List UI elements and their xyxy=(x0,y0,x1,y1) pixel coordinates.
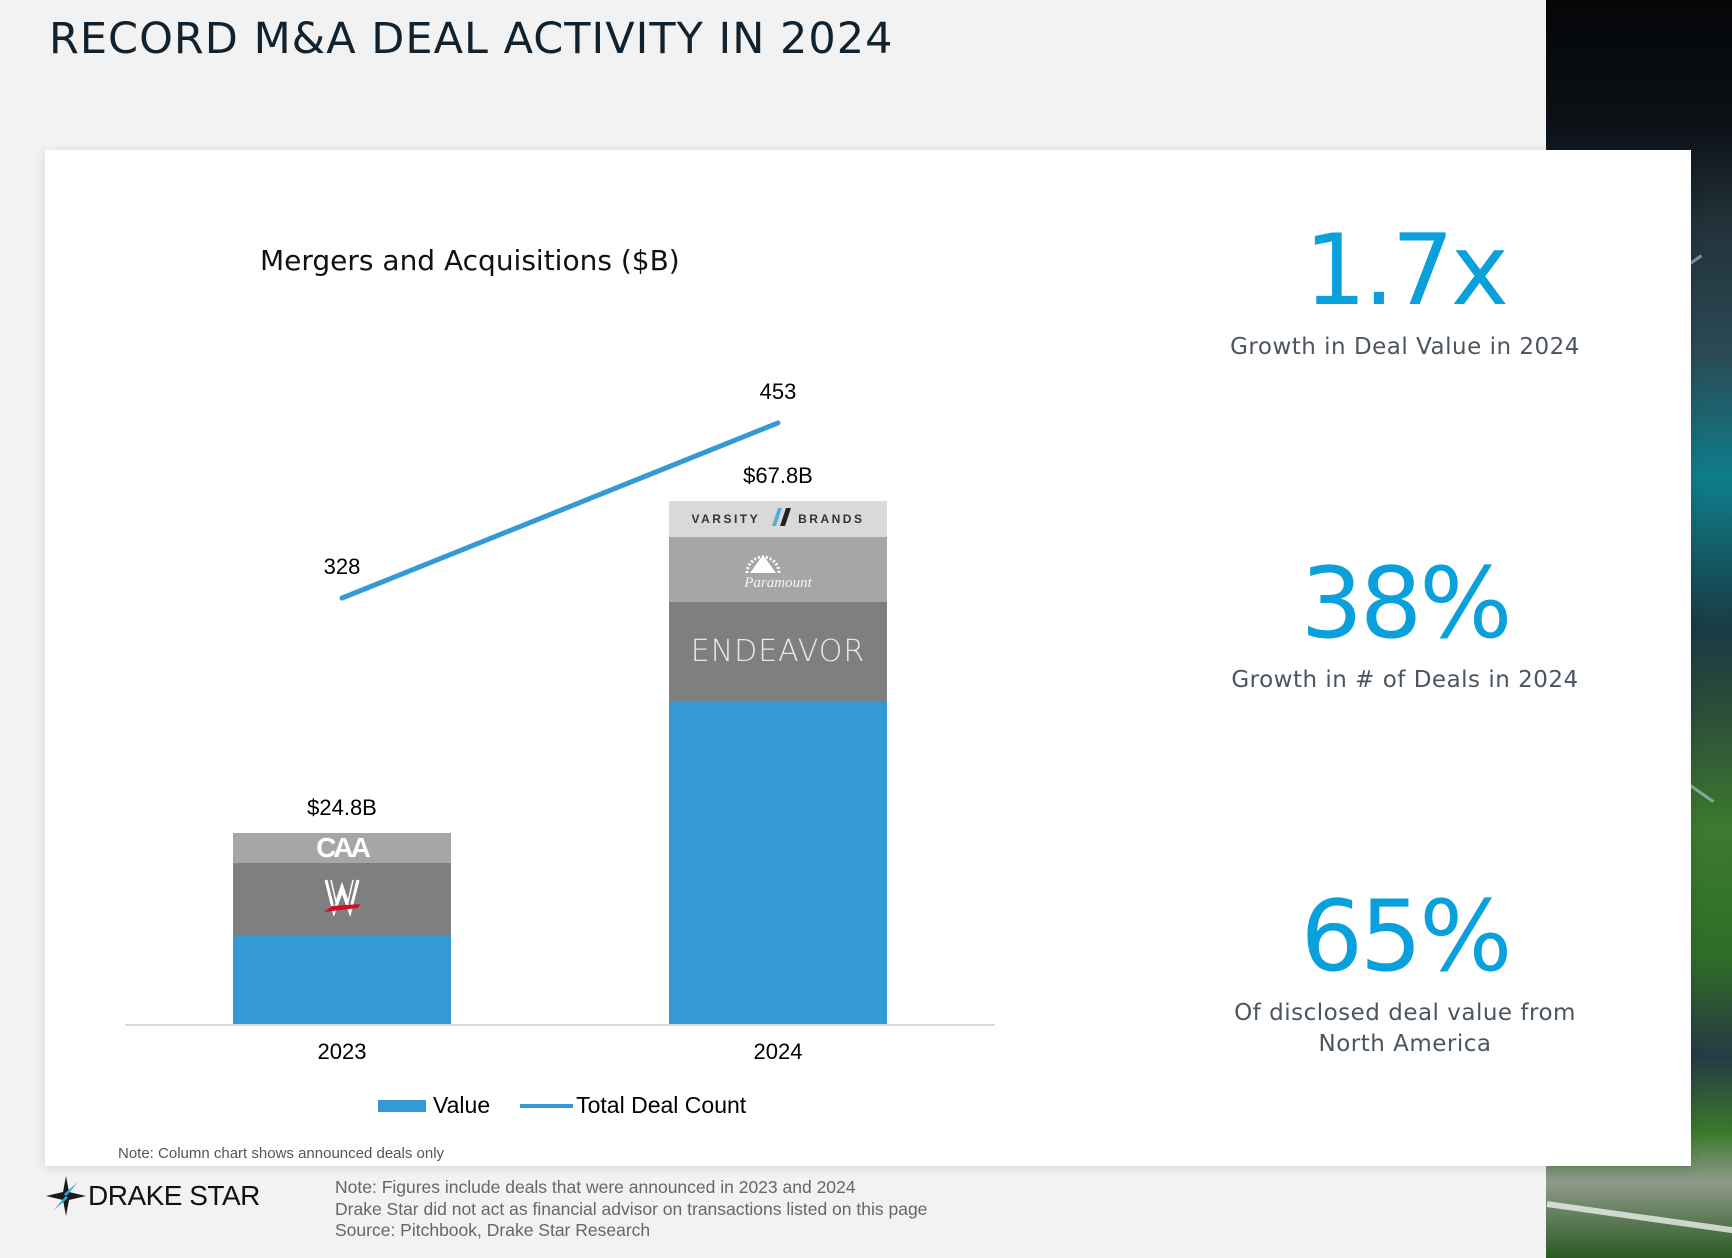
logo-text: DRAKE STAR xyxy=(88,1180,260,1211)
endeavor-logo: ENDEAVOR xyxy=(690,634,866,670)
legend-label-value: Value xyxy=(433,1092,491,1118)
stat-value: 1.7x xyxy=(1304,214,1509,328)
bar-total-label: $24.8B xyxy=(307,794,377,820)
deal-count-label: 328 xyxy=(323,554,361,580)
chart-title: Mergers and Acquisitions ($B) xyxy=(260,244,680,277)
star-icon xyxy=(46,1176,86,1216)
page-title: RECORD M&A DEAL ACTIVITY IN 2024 xyxy=(49,14,894,64)
stat-label: Growth in Deal Value in 2024 xyxy=(1230,334,1580,360)
footer-note: Note: Figures include deals that were an… xyxy=(335,1177,856,1197)
wwe-icon xyxy=(324,880,360,918)
footer-notes: Note: Figures include deals that were an… xyxy=(335,1177,927,1242)
bar-segment-varsity[interactable]: VARSITY BRANDS xyxy=(669,500,887,537)
stat-north-america-share: 65% Of disclosed deal value from North A… xyxy=(1200,888,1610,1060)
x-axis-line xyxy=(125,1024,995,1026)
deal-count-label: 453 xyxy=(759,378,797,404)
mountain-icon xyxy=(745,554,781,573)
bar-segment-wwe[interactable] xyxy=(233,862,451,936)
legend-swatch-value xyxy=(378,1099,426,1112)
x-tick-label: 2023 xyxy=(317,1039,367,1064)
paramount-logo: Paramount xyxy=(744,547,812,592)
stat-value: 38% xyxy=(1300,547,1513,661)
drake-star-logo: DRAKE STAR xyxy=(46,1176,260,1216)
footer-source: Source: Pitchbook, Drake Star Research xyxy=(335,1220,651,1240)
bar-segment-caa[interactable]: CAA xyxy=(233,832,451,863)
caa-logo: CAA xyxy=(316,832,371,863)
bar-segment-other[interactable] xyxy=(669,702,887,1024)
legend-swatch-deal-count xyxy=(520,1103,574,1108)
footer-disclaimer: Drake Star did not act as financial advi… xyxy=(335,1198,928,1219)
varsity-logo: VARSITY BRANDS xyxy=(692,508,865,529)
legend-label-deal-count: Total Deal Count xyxy=(576,1092,747,1118)
chart-legend: Value Total Deal Count xyxy=(378,1092,746,1119)
bar-segment-endeavor[interactable]: ENDEAVOR xyxy=(669,601,887,703)
bar-total-label: $67.8B xyxy=(743,462,813,488)
stat-label: Of disclosed deal value from North Ameri… xyxy=(1234,1000,1576,1057)
chart-note: Note: Column chart shows announced deals… xyxy=(118,1145,445,1162)
slash-icon xyxy=(766,508,792,529)
stat-deal-count-growth: 38% Growth in # of Deals in 2024 xyxy=(1180,555,1630,696)
stat-label: Growth in # of Deals in 2024 xyxy=(1231,667,1579,693)
wwe-logo xyxy=(322,876,362,921)
deal-count-line xyxy=(339,420,781,601)
bar-segment-paramount[interactable]: Paramount xyxy=(669,536,887,602)
stat-value: 65% xyxy=(1300,880,1513,994)
x-tick-label: 2024 xyxy=(753,1039,803,1064)
stat-deal-value-growth: 1.7x Growth in Deal Value in 2024 xyxy=(1180,222,1630,363)
bar-segment-other[interactable] xyxy=(233,935,451,1024)
